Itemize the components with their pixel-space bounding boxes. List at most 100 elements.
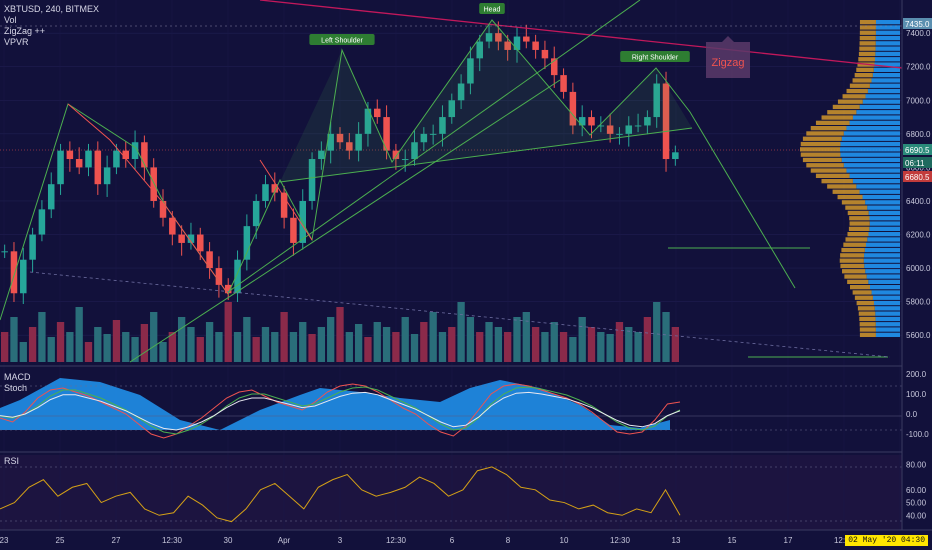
price-current-badge-bg — [903, 144, 932, 155]
vpvr-bar-up — [872, 295, 900, 300]
candle-body — [103, 167, 111, 185]
vpvr-bar-up — [846, 126, 900, 131]
time-tick-label: 12:30 — [834, 536, 855, 545]
volume-bar — [336, 307, 344, 362]
price-top-badge: 7435.0 — [905, 20, 930, 29]
vpvr-bar-down — [859, 46, 876, 51]
volume-bar — [66, 332, 74, 362]
countdown-badge: 06:11 — [905, 159, 925, 168]
grid — [0, 0, 902, 530]
macd-tick-label: -100.0 — [906, 430, 929, 439]
volume-profile — [799, 20, 900, 337]
volume-bar — [634, 332, 642, 362]
volume-bar — [550, 322, 558, 362]
volume-bar — [671, 327, 679, 362]
time-tick-label: 25 — [56, 536, 65, 545]
price-top-badge-bg — [903, 18, 932, 29]
vpvr-bar-down — [849, 83, 870, 88]
vpvr-bar-down — [859, 20, 876, 25]
candle-body — [308, 159, 316, 201]
vpvr-bar-down — [832, 104, 860, 110]
vpvr-bar-up — [839, 147, 900, 152]
candle-body — [448, 100, 456, 118]
volume-bar — [131, 337, 139, 362]
candle-body — [57, 150, 64, 185]
zigzag-callout-text: Zigzag — [711, 57, 744, 69]
time-tick-label: 3 — [338, 536, 343, 545]
volume-bar — [606, 334, 614, 362]
price-tick-label: 7200.0 — [906, 63, 931, 72]
volume-bar — [513, 317, 521, 362]
vpvr-bar-down — [849, 285, 870, 290]
price-tick-label: 7000.0 — [906, 96, 931, 105]
volume-bar — [569, 337, 577, 362]
volume-bar — [438, 332, 447, 362]
volume-bar — [597, 332, 605, 362]
macd-legend: MACD Stoch — [4, 372, 31, 394]
macd-label: MACD — [4, 372, 31, 382]
vpvr-bar-down — [815, 173, 850, 178]
labels: 5600.05800.06000.06200.06400.06600.06800… — [0, 3, 932, 545]
macd-tick-label: 100.0 — [906, 390, 927, 399]
vpvr-bar-down — [827, 110, 857, 115]
volume-bar — [10, 317, 18, 362]
candle-body — [243, 226, 251, 260]
price-tick-label: 6400.0 — [906, 197, 931, 206]
vpvr-bar-up — [875, 30, 900, 35]
date-badge: 02 May '20 04:30 — [845, 535, 928, 546]
candle-body — [131, 142, 139, 160]
zigzag-callout-arrow — [722, 36, 734, 42]
candle-body — [513, 36, 521, 50]
vpvr-bar-down — [849, 216, 870, 221]
volume-bar — [224, 302, 232, 362]
candle-body — [1, 251, 8, 253]
macd-pane — [0, 378, 902, 439]
vpvr-bar-up — [875, 327, 900, 332]
vpvr-bar-down — [844, 274, 867, 279]
vpvr-bar-down — [847, 279, 869, 284]
volume-bar — [205, 322, 214, 362]
vpvr-bar-up — [875, 20, 900, 25]
volume-bar — [345, 332, 353, 362]
candle-body — [485, 33, 493, 42]
trend-line-upper — [259, 0, 903, 69]
volume-bar — [494, 327, 503, 362]
candle-body — [141, 142, 148, 168]
candle-body — [122, 150, 130, 160]
vpvr-bar-down — [858, 57, 875, 62]
volume-bar — [299, 322, 307, 362]
candle-body — [560, 75, 567, 92]
vpvr-bar-down — [837, 99, 863, 104]
macd-signal-line — [0, 391, 681, 431]
candle-body — [541, 49, 549, 59]
candle-body — [550, 58, 558, 76]
volume-bar — [364, 337, 372, 362]
vpvr-bar-down — [842, 269, 866, 274]
vpvr-bar-down — [852, 78, 872, 83]
axes — [0, 0, 932, 531]
vpvr-bar-up — [856, 110, 900, 115]
vpvr-bar-down — [856, 300, 874, 306]
rsi-line — [0, 466, 681, 523]
vpvr-bar-up — [865, 200, 900, 205]
time-tick-label: 12:30 — [610, 536, 631, 545]
candle-body — [169, 217, 176, 235]
candle-body — [215, 268, 223, 285]
vpvr-bar-down — [840, 253, 865, 258]
rsi-pane-background — [0, 455, 902, 530]
candle-body — [383, 117, 390, 151]
rsi-label: RSI — [4, 456, 20, 466]
vpvr-bar-up — [869, 226, 900, 231]
volume-bar — [373, 322, 381, 362]
volume-bar — [410, 334, 419, 362]
vpvr-bar-down — [859, 25, 876, 30]
candle-body — [401, 159, 409, 161]
macd-series-line — [0, 383, 681, 439]
vpvr-bar-down — [839, 258, 864, 263]
candle-body — [495, 33, 502, 42]
candle-body — [644, 117, 651, 126]
price-tick-label: 6800.0 — [906, 130, 931, 139]
volume-bar — [252, 337, 260, 362]
candle-body — [420, 133, 428, 143]
candle-body — [606, 125, 614, 134]
